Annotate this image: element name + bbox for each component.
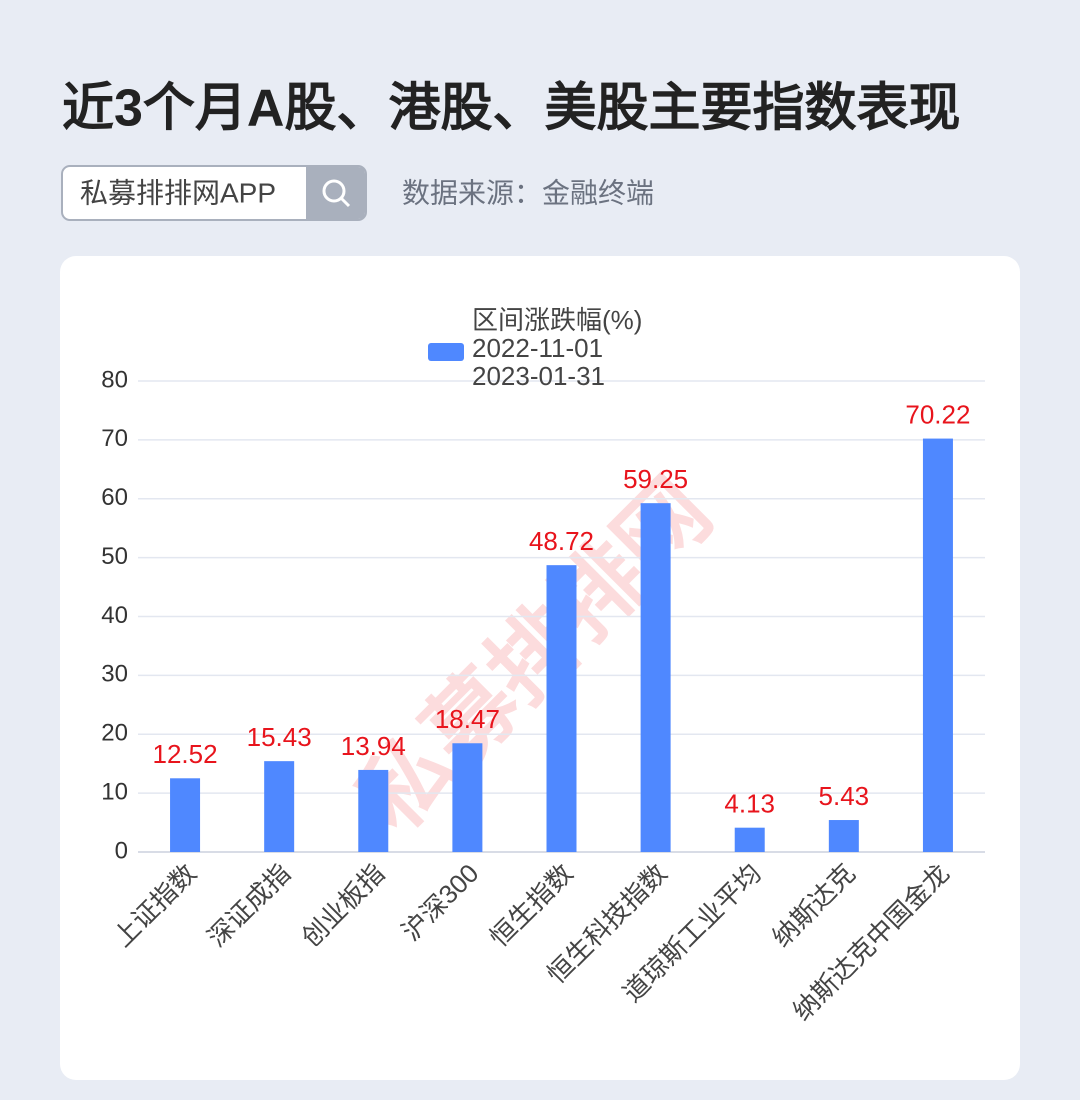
- bar: [452, 743, 483, 852]
- value-label: 59.25: [623, 464, 688, 494]
- value-label: 13.94: [341, 731, 406, 761]
- bar: [922, 438, 953, 852]
- value-label: 15.43: [247, 722, 312, 752]
- search-text: 私募排排网APP: [80, 177, 276, 208]
- search-button[interactable]: [306, 167, 365, 219]
- y-tick-label: 70: [101, 425, 128, 452]
- page-title: 近3个月A股、港股、美股主要指数表现: [62, 80, 960, 138]
- search-box[interactable]: [61, 165, 367, 221]
- source: 数据来源：金融终端: [402, 177, 654, 208]
- y-tick-label: 80: [101, 366, 128, 393]
- search-icon: [322, 179, 346, 203]
- bar: [734, 827, 765, 852]
- y-tick-label: 50: [101, 543, 128, 570]
- legend-label: 区间涨跌幅(%) 2022-11-01 2023-01-31: [472, 305, 643, 391]
- y-tick-label: 0: [115, 837, 128, 864]
- legend-swatch: [428, 343, 464, 361]
- y-tick-label: 20: [101, 720, 128, 747]
- y-tick-label: 40: [101, 602, 128, 629]
- value-label: 18.47: [435, 704, 500, 734]
- search-icon: [339, 196, 351, 208]
- card: [60, 256, 1020, 1080]
- y-tick-label: 10: [101, 778, 128, 805]
- value-label: 48.72: [529, 526, 594, 556]
- y-tick-label: 30: [101, 661, 128, 688]
- bar: [264, 761, 295, 852]
- value-label: 12.52: [153, 739, 218, 769]
- bar: [170, 778, 201, 852]
- bar: [358, 769, 389, 852]
- bar: [640, 503, 671, 852]
- bar: [828, 820, 859, 852]
- y-tick-label: 60: [101, 484, 128, 511]
- value-label: 5.43: [819, 781, 870, 811]
- value-label: 4.13: [724, 789, 775, 819]
- bar: [546, 565, 577, 852]
- value-label: 70.22: [905, 399, 970, 429]
